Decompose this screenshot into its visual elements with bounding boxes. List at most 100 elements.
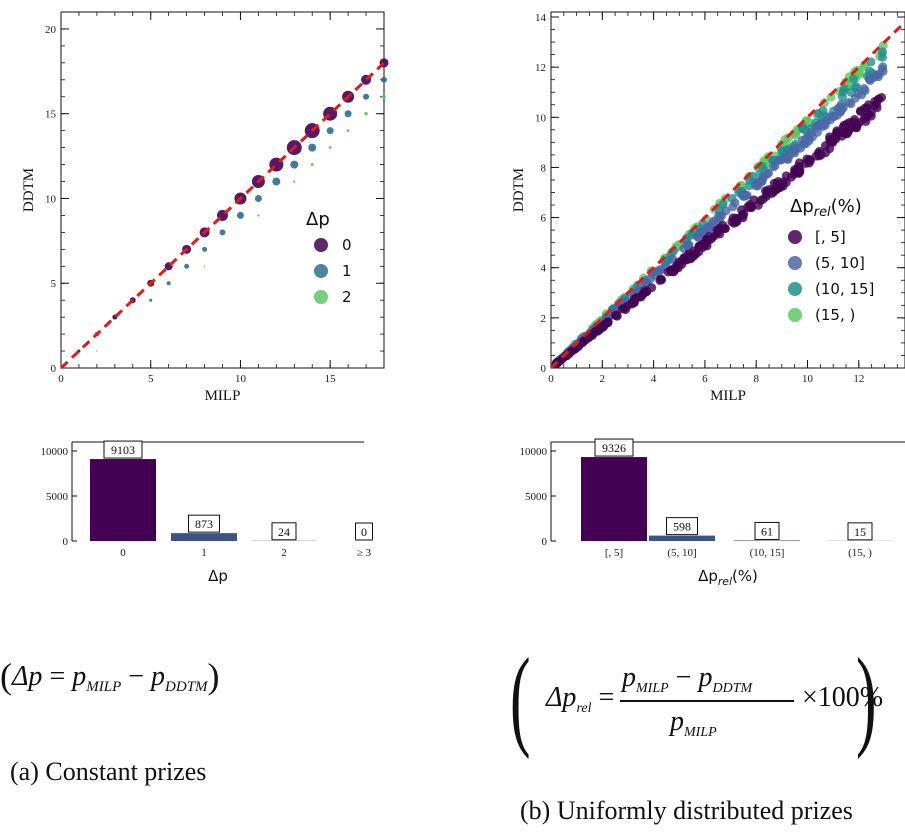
scatter-point-dp-1 [219,229,226,236]
y-axis-title: DDTM [511,168,527,212]
y-tick-label: 10000 [520,446,548,458]
scatter-point-(5, 10] [864,74,874,84]
legend-label: (10, 15] [815,280,874,298]
scatter-point-dp-1 [202,246,208,252]
legend-marker [788,256,802,270]
scatter-point-(5, 10] [818,121,828,131]
scatter-point-dp-2 [328,146,332,150]
scatter-point-(5, 10] [804,134,814,144]
bar-value-box [188,514,220,533]
bar-value-label: 61 [761,524,773,538]
x-axis-title: Δp [208,567,228,585]
scatter-point-(10, 15] [718,199,728,209]
bar-value-label: 15 [854,525,866,539]
bar-value-box [594,438,634,457]
scatter-point-[, 5] [802,154,812,164]
y-tick-label: 6 [541,213,547,225]
scatter-point-(10, 15] [877,47,887,57]
scatter-point-[, 5] [668,264,678,274]
y-tick-label: 4 [541,263,547,275]
scatter-point-[, 5] [862,103,872,113]
scatter-point-[, 5] [704,235,714,245]
scatter-point-(5, 10] [717,211,727,221]
y-tick-label: 0 [63,536,69,548]
bar-value-box [103,440,143,459]
x-tick-label: 8 [753,373,759,385]
legend-marker-2 [314,290,328,304]
legend-label: [, 5] [815,228,846,246]
legend-label: (5, 10] [815,254,865,272]
scatter-point-(10, 15] [818,106,828,116]
scatter-point-dp-1 [236,211,244,219]
y-tick-label: 2 [541,313,547,325]
scatter-point-(5, 10] [768,162,778,172]
scatter-point-[, 5] [842,119,852,129]
x-tick-label: 2 [281,547,287,559]
scatter-point-dp-1 [149,298,153,302]
scatter-point-[, 5] [781,177,791,187]
scatter-point-dp-2 [382,94,386,99]
caption-uniform-prizes: (b) Uniformly distributed prizes [520,796,853,825]
bar-(5, 10] [649,535,715,541]
bar-0 [90,459,156,541]
scatter-point-dp-1 [254,194,262,202]
bar-value-box [754,521,780,540]
scatter-point-[, 5] [843,127,853,137]
scatter-point-dp-2 [293,180,296,183]
bar-value-label: 873 [195,517,213,531]
y-tick-label: 20 [45,24,57,36]
legend-marker [788,308,802,322]
scatter-point-dp-1 [363,93,370,100]
y-tick-label: 0 [51,363,57,375]
legend: Δprel(%) [, 5] (5, 10] (10, 15] (15, ) [788,196,874,324]
x-tick-label: 6 [702,373,708,385]
x-tick-label: 15 [325,373,337,385]
scatter-point-[, 5] [677,259,687,269]
scatter-point-[, 5] [714,225,724,235]
scatter-point-(5, 10] [878,66,888,76]
legend-marker-0 [314,238,328,252]
bar-(10, 15] [734,540,800,541]
x-tick-label: ≥ 3 [357,547,372,559]
scatter-point-[, 5] [745,203,755,213]
legend-label: (15, ) [815,306,855,324]
formula-delta-p: (Δp = pMILP − pDDTM) [0,656,220,696]
scatter-point-[, 5] [753,200,763,210]
bar-1 [171,533,237,541]
scatter-point-(5, 10] [646,274,656,284]
scatter-point-[, 5] [851,123,861,133]
scatter-point-(5, 10] [758,171,768,181]
scatter-point-dp-2 [257,214,260,217]
y-tick-label: 5000 [46,491,69,503]
bar-value-box [271,522,297,541]
scatter-point-[, 5] [769,184,779,194]
y-tick-label: 5 [51,278,57,290]
y-tick-label: 0 [542,536,548,548]
scatter-point-(15, ) [826,92,836,102]
scatter-point-dp-2 [364,111,368,116]
scatter-point-[, 5] [647,283,657,293]
scatter-point-[, 5] [825,144,835,154]
y-tick-label: 12 [535,62,546,74]
x-tick-label: 5 [148,373,154,385]
scatter-point-[, 5] [832,128,842,138]
scatter-point-[, 5] [738,213,748,223]
scatter-point-(10, 15] [866,57,876,67]
scatter-point-dp-1 [290,160,299,169]
bar-chart-uniform-prizes: 0 5000 10000 [, 5] 9326 (5, 10] 598 (10, 15] 61 (… [520,438,905,588]
scatter-point-(10, 15] [744,181,754,191]
y-tick-label: 8 [541,162,547,174]
scatter-point-(5, 10] [780,153,790,163]
legend-label: 0 [342,236,352,254]
bar-value-label: 9326 [602,441,626,455]
bar-value-box [666,517,698,536]
x-tick-label: (10, 15] [750,547,785,559]
scatter-cloud [551,19,905,368]
plot-frame [60,11,385,369]
scatter-point-(5, 10] [684,240,694,250]
x-tick-label: 0 [58,373,64,385]
scatter-point-(5, 10] [834,106,844,116]
scatter-point-[, 5] [737,205,747,215]
scatter-point-(10, 15] [839,84,849,94]
